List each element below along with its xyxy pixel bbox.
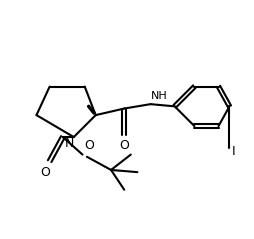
Text: NH: NH [151,91,167,101]
Text: O: O [84,139,94,152]
Text: O: O [40,166,50,179]
Text: N: N [65,137,74,150]
Text: I: I [231,145,234,158]
Text: O: O [119,139,129,152]
